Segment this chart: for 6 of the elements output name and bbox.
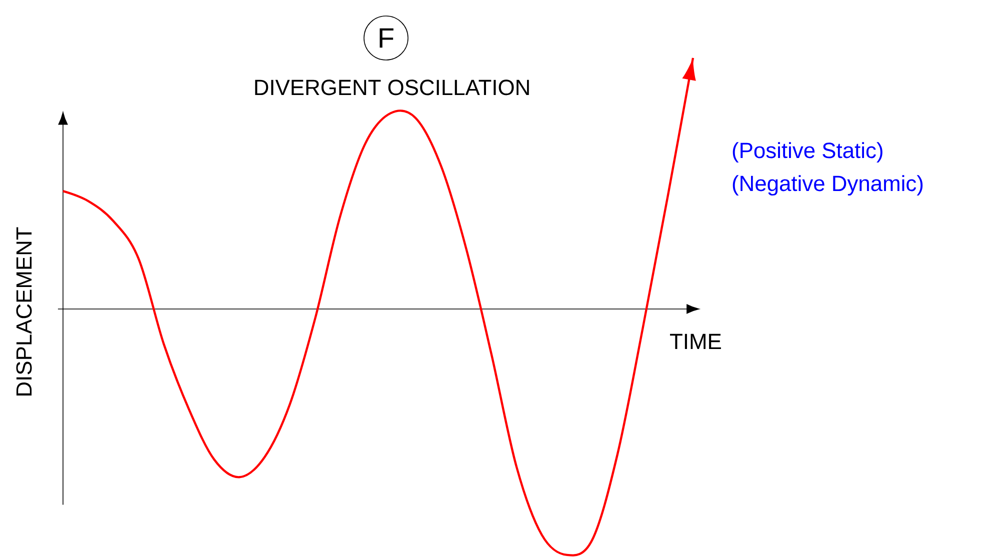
text: (Negative Dynamic) [732,175,923,196]
text: DIVERGENT OSCILLATION [255,80,529,96]
y-axis-title: DISPLACEMENT [16,227,32,396]
text: F [380,28,394,48]
text: (Positive Static) [732,142,882,163]
x-axis-title: TIME [670,334,721,349]
